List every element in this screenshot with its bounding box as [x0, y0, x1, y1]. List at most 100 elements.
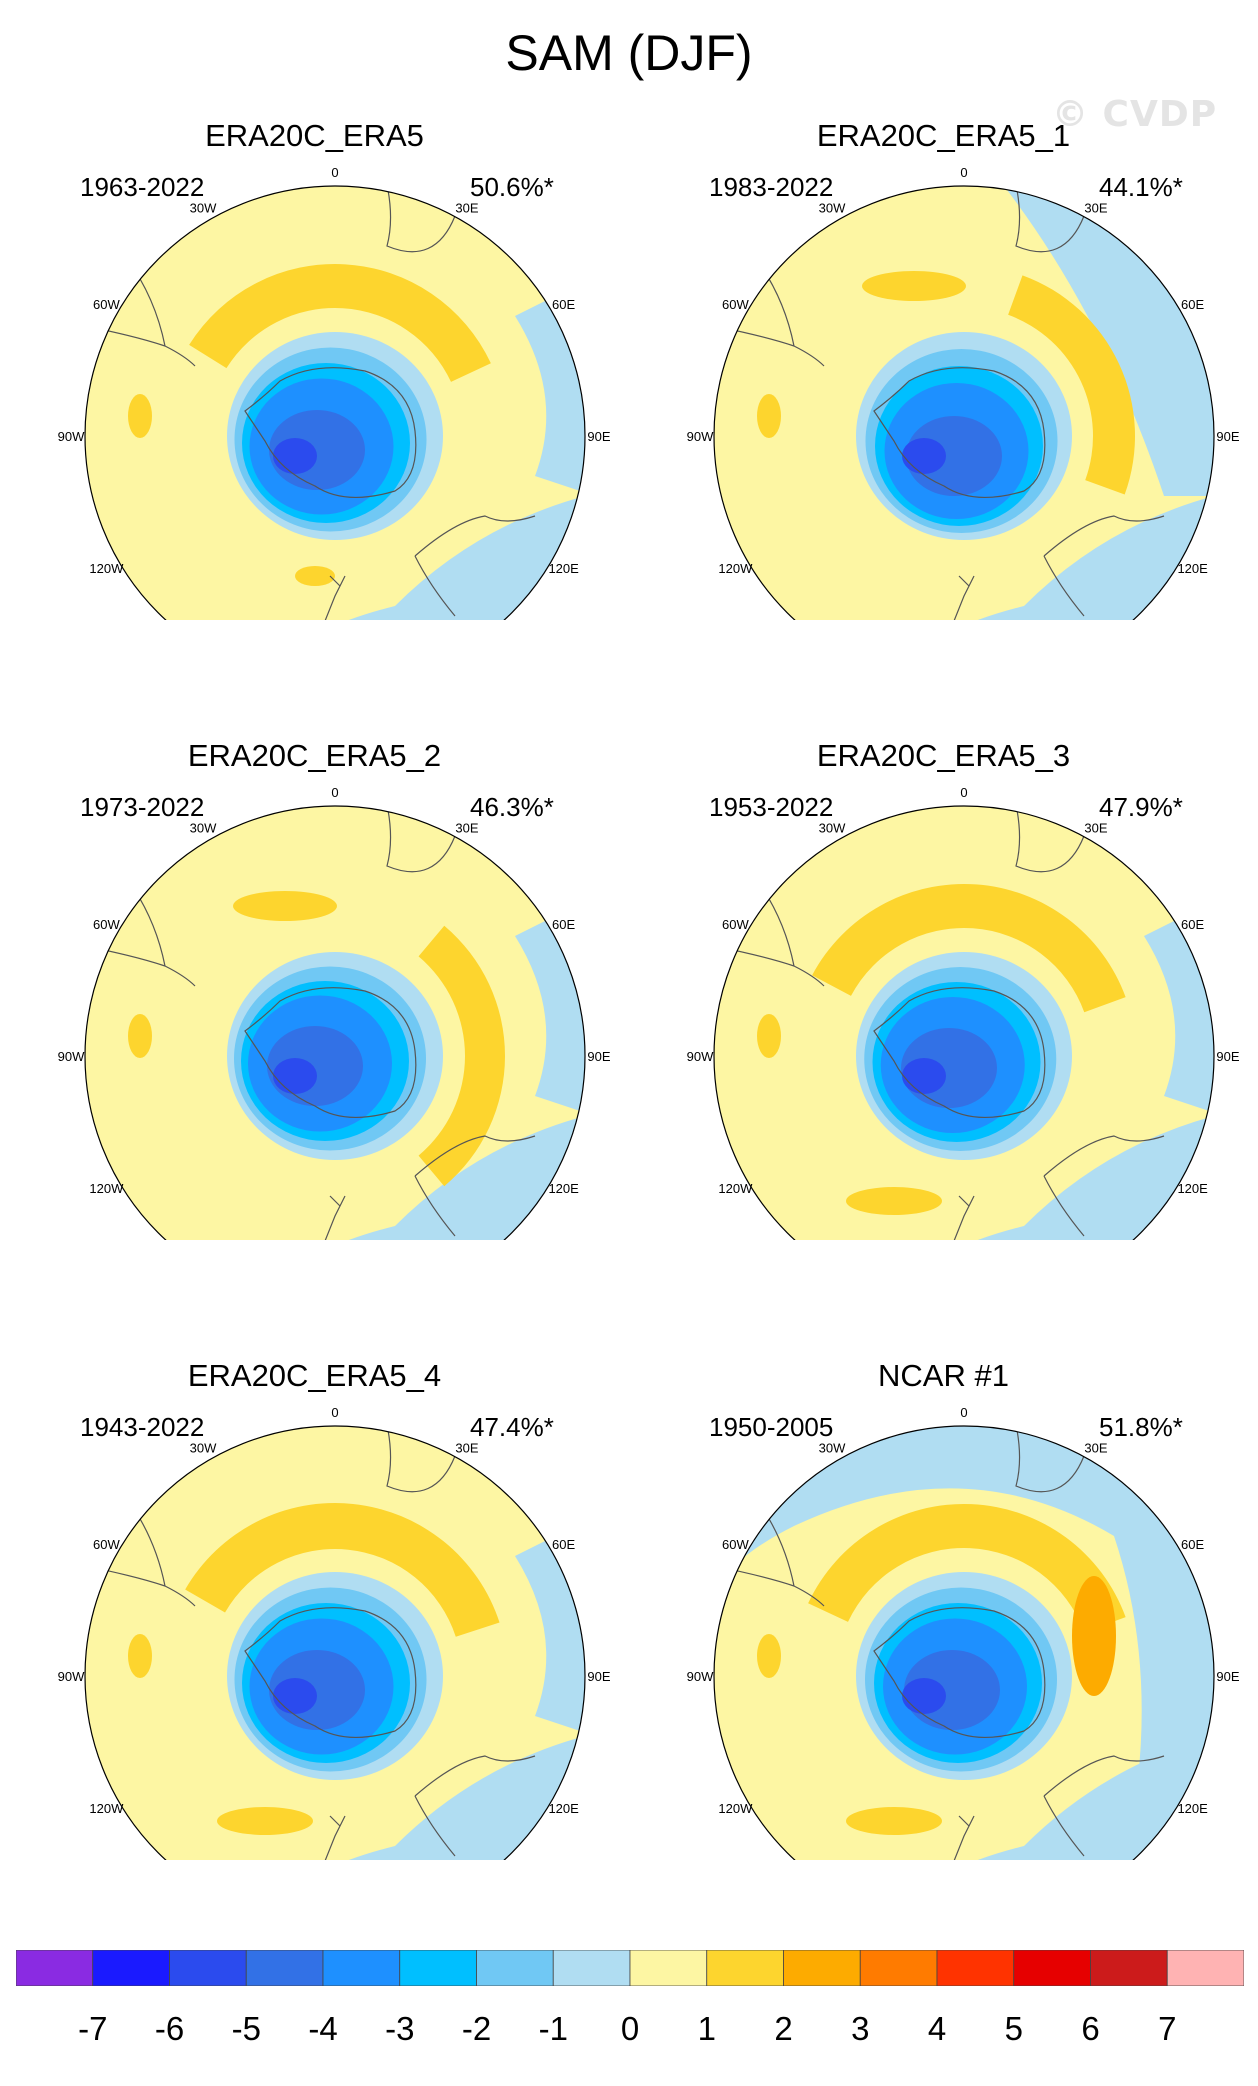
map-panel: 030E60E90E120E150E180150W120W90W60W30WER… [629, 0, 1258, 620]
colorbar-swatch [936, 1949, 1015, 1987]
longitude-label: 30W [819, 820, 846, 835]
panel-period: 1963-2022 [80, 172, 205, 202]
longitude-label: 120W [89, 561, 124, 576]
africa-coastline [384, 186, 486, 253]
positive-band [808, 1504, 1126, 1633]
map-border [713, 185, 1215, 620]
longitude-label: 0 [960, 785, 967, 800]
colorbar-label: 1 [697, 2010, 716, 2047]
longitude-label: 60E [1181, 917, 1204, 932]
map-panel: 030E60E90E120E150E180150W120W90W60W30WER… [629, 620, 1258, 1240]
strongest-negative-contour [273, 1678, 317, 1714]
panel-title: ERA20C_ERA5_4 [187, 1358, 442, 1393]
longitude-label: 60W [722, 1537, 749, 1552]
longitude-label: 120W [718, 1801, 753, 1816]
panel-period: 1953-2022 [709, 792, 834, 822]
polar-map: 030E60E90E120E150E180150W120W90W60W30W [58, 785, 611, 1240]
positive-band [418, 925, 505, 1187]
longitude-label: 60W [93, 917, 120, 932]
negative-area [255, 1116, 585, 1240]
panel-variance-percent: 47.4%* [470, 1412, 554, 1442]
colorbar-swatch [783, 1949, 861, 1987]
map-panel: 030E60E90E120E150E180150W120W90W60W30WER… [0, 620, 629, 1240]
longitude-label: 90E [1216, 429, 1239, 444]
cvdp-watermark: © CVDP [1052, 94, 1218, 135]
longitude-label: 120E [1177, 561, 1208, 576]
panel-title: ERA20C_ERA5 [205, 118, 424, 153]
longitude-label: 30E [455, 1440, 478, 1455]
africa-coastline [1013, 806, 1115, 873]
colorbar-label: 2 [774, 2010, 793, 2047]
colorbar-swatch [15, 1949, 94, 1987]
positive-band [812, 884, 1126, 1013]
colorbar-swatch [476, 1949, 554, 1987]
panel-period: 1973-2022 [80, 792, 205, 822]
africa-coastline [1013, 1426, 1115, 1493]
africa-coastline [1013, 186, 1115, 253]
positive-area [128, 394, 152, 438]
negative-area [255, 1736, 585, 1860]
positive-band [1008, 275, 1135, 495]
colorbar-label: 7 [1158, 2010, 1177, 2047]
positive-area [128, 1634, 152, 1678]
strongest-negative-contour [902, 1058, 946, 1094]
longitude-label: 0 [960, 165, 967, 180]
africa-coastline [384, 1426, 486, 1493]
positive-area [757, 1014, 781, 1058]
longitude-label: 120E [1177, 1801, 1208, 1816]
polar-map: 030E60E90E120E150E180150W120W90W60W30W [687, 1405, 1240, 1860]
map-border [713, 805, 1215, 1240]
longitude-label: 90W [58, 1669, 85, 1684]
colorbar-label: 3 [851, 2010, 870, 2047]
colorbar-label: -6 [154, 2010, 185, 2047]
australia-coastline [1043, 1755, 1165, 1857]
strong-positive-area [1072, 1576, 1116, 1696]
negative-contour [906, 416, 1002, 496]
polar-map: 030E60E90E120E150E180150W120W90W60W30W [687, 165, 1240, 620]
longitude-label: 30W [190, 820, 217, 835]
panel-title: ERA20C_ERA5_3 [816, 738, 1071, 773]
positive-band [185, 1503, 500, 1637]
longitude-label: 120W [718, 1181, 753, 1196]
longitude-label: 90E [587, 1669, 610, 1684]
colorbar-swatch [245, 1949, 324, 1987]
map-border [713, 1425, 1215, 1860]
antarctica-coastline [244, 1607, 417, 1738]
longitude-label: 60E [1181, 297, 1204, 312]
colorbar-label: -2 [461, 2010, 492, 2047]
new-zealand-coastline [953, 575, 975, 620]
longitude-label: 30E [455, 200, 478, 215]
africa-coastline [384, 806, 486, 873]
colorbar-label: 4 [927, 2010, 947, 2047]
longitude-label: 90E [1216, 1669, 1239, 1684]
longitude-label: 120E [548, 561, 579, 576]
colorbar-swatch [706, 1949, 784, 1987]
new-zealand-coastline [324, 1815, 346, 1860]
new-zealand-coastline [324, 1195, 346, 1240]
colorbar-swatch [399, 1949, 477, 1987]
positive-band [189, 263, 491, 382]
colorbar-swatch [1013, 1949, 1091, 1987]
longitude-label: 60W [93, 297, 120, 312]
panel-period: 1943-2022 [80, 1412, 205, 1442]
negative-area [884, 1116, 1214, 1240]
colorbar-swatch [322, 1949, 401, 1987]
australia-coastline [414, 1755, 536, 1857]
colorbar-label: -5 [231, 2010, 261, 2047]
longitude-label: 90E [587, 429, 610, 444]
longitude-label: 120W [89, 1801, 124, 1816]
longitude-label: 90W [687, 1049, 714, 1064]
longitude-label: 120W [89, 1181, 124, 1196]
positive-area [233, 891, 337, 921]
longitude-label: 60E [1181, 1537, 1204, 1552]
panel-title: ERA20C_ERA5_2 [187, 738, 442, 773]
longitude-label: 120W [718, 561, 753, 576]
colorbar-swatch [1090, 1949, 1168, 1987]
polar-map: 030E60E90E120E150E180150W120W90W60W30W [58, 165, 611, 620]
longitude-label: 30W [819, 1440, 846, 1455]
panel-variance-percent: 47.9%* [1099, 792, 1183, 822]
longitude-label: 60W [722, 917, 749, 932]
longitude-label: 30W [190, 1440, 217, 1455]
map-border [84, 805, 586, 1240]
longitude-label: 90E [587, 1049, 610, 1064]
